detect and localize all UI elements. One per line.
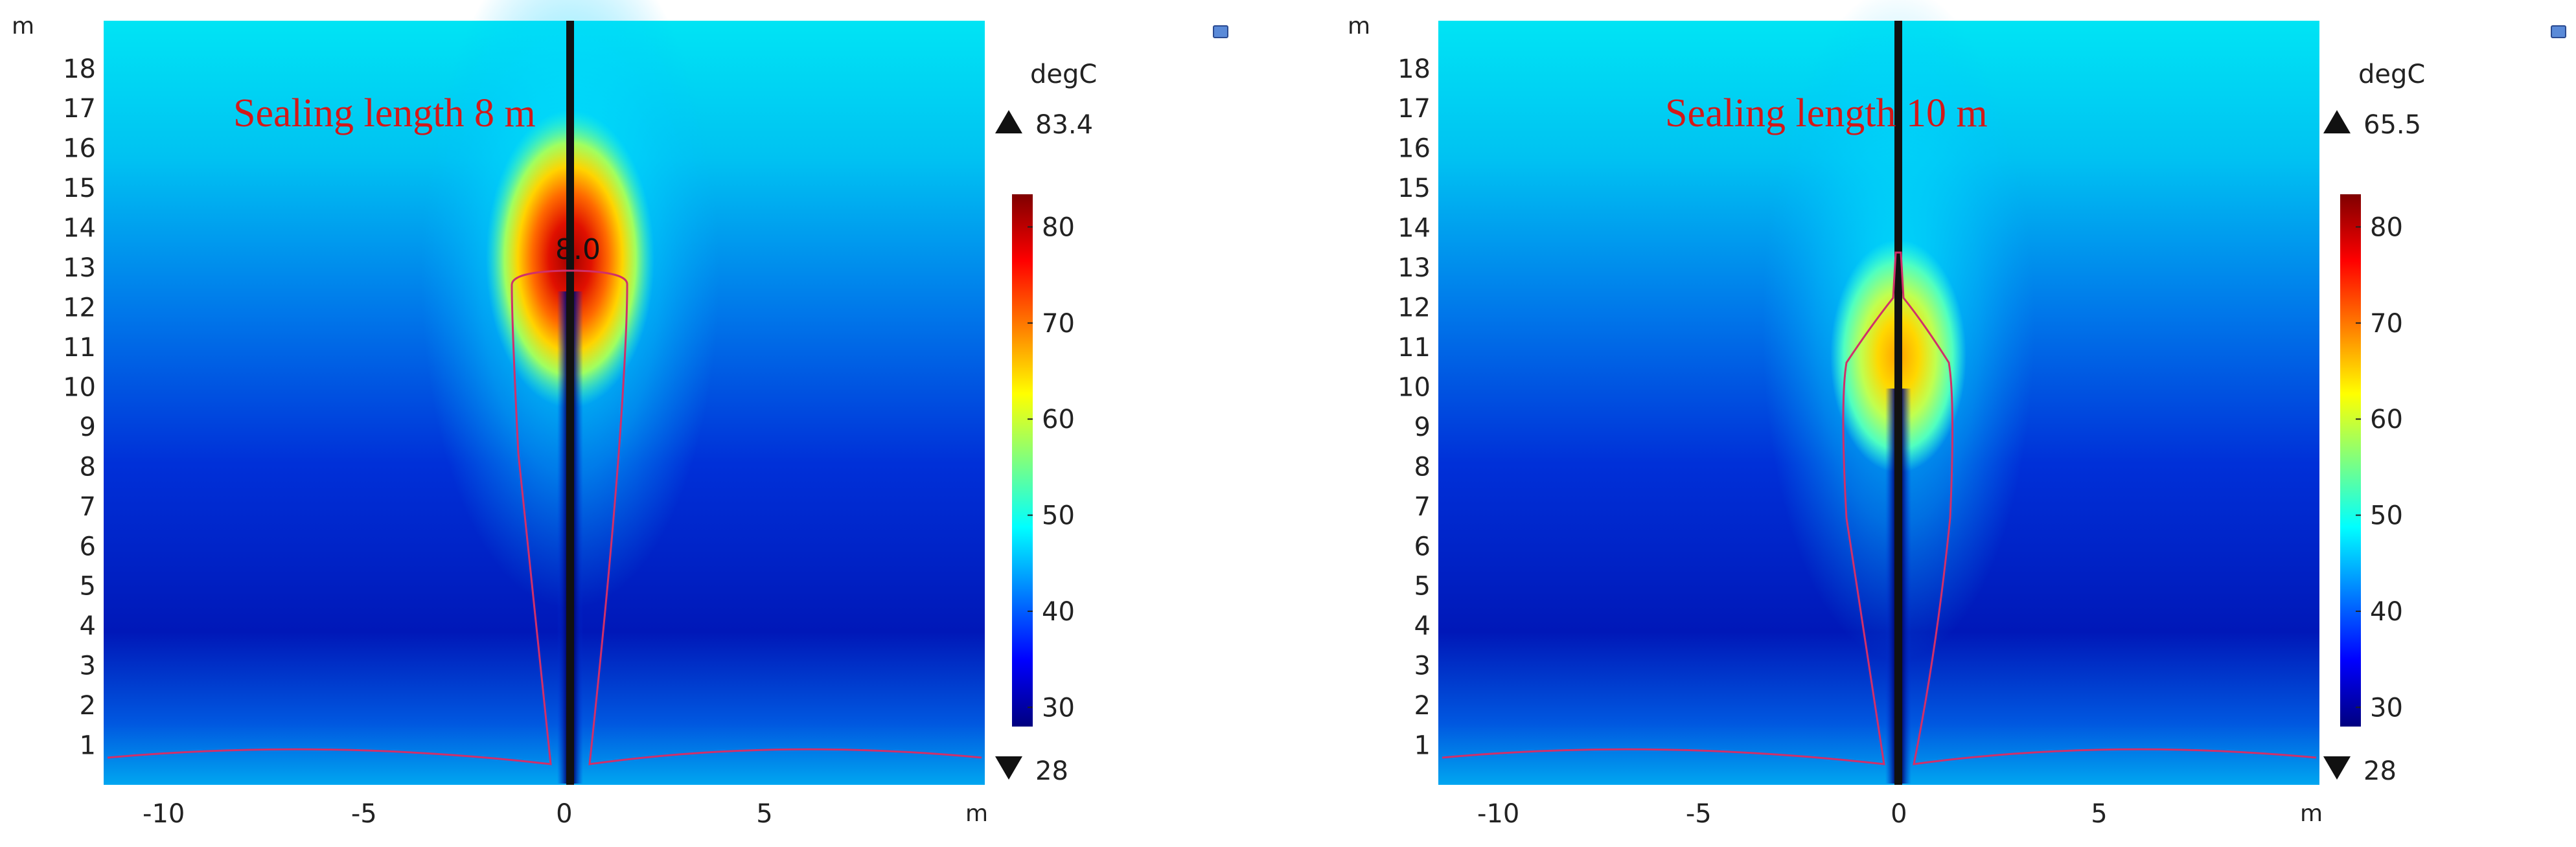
min-arrow-icon [2323,756,2351,780]
min-arrow-icon [995,756,1022,780]
max-arrow-icon [2323,110,2351,133]
y-tick-label: 18 [1397,54,1431,84]
colorbar-min-label: 28 [1035,756,1068,786]
x-axis-unit: m [2300,800,2323,827]
colorbar-tick-label: 50 [2370,501,2403,531]
colorbar [1012,194,1033,727]
colorbar-tick-label: 60 [2370,405,2403,435]
colorbar-tick-label: 40 [2370,597,2403,627]
y-tick-label: 7 [80,492,96,522]
contour-line [1442,251,2317,765]
y-tick-label: 2 [80,691,96,721]
y-tick-label: 5 [80,572,96,602]
y-tick-label: 4 [1414,611,1431,641]
y-axis-unit: m [12,13,34,40]
plot-panel-right: Sealing length 10 m m m 1 2 3 4 5 6 7 8 9 10 11 12 1… [1328,0,2576,844]
y-tick-label: 17 [1397,94,1431,124]
y-tick-label: 12 [63,293,96,323]
y-tick-label: 11 [63,333,96,363]
colorbar-max-label: 83.4 [1035,110,1093,140]
y-tick-label: 14 [63,214,96,243]
y-tick-label: 17 [63,94,96,124]
y-tick-label: 16 [63,134,96,164]
y-tick-label: 12 [1397,293,1431,323]
y-tick-label: 8 [80,452,96,482]
annotation-text: Sealing length 8 m [233,91,536,135]
y-tick-label: 10 [1397,372,1431,402]
y-tick-label: 4 [80,611,96,641]
x-tick-label: -5 [1686,799,1712,829]
colorbar-tick-label: 50 [1042,501,1075,531]
y-tick-label: 6 [80,532,96,561]
y-tick-label: 16 [1397,134,1431,164]
colorbar-tick-label: 70 [1042,309,1075,339]
plot-svg-left: 8.0 Sealing length 8 m m m 1234567891011… [12,0,1228,829]
x-tick-label: 5 [2091,799,2107,829]
x-tick-label: -10 [1477,799,1519,829]
y-tick-label: 13 [1397,253,1431,283]
y-tick-label: 9 [80,412,96,442]
x-tick-label: 0 [1891,799,1907,829]
colorbar-tick-label: 60 [1042,405,1075,435]
y-tick-label: 15 [1397,174,1431,203]
y-tick-label: 8 [1414,452,1431,482]
colorbar-tick-label: 80 [2370,212,2403,242]
y-tick-label: 3 [1414,651,1431,681]
x-tick-label: 5 [756,799,772,829]
window-icon[interactable] [1213,25,1228,38]
y-tick-label: 1 [1414,731,1431,761]
contour-label: 8.0 [555,233,601,266]
window-icon[interactable] [2551,25,2566,38]
y-tick-label: 1 [80,731,96,761]
colorbar [2340,194,2361,727]
x-tick-label: -5 [351,799,377,829]
y-tick-label: 11 [1397,333,1431,363]
y-tick-label: 5 [1414,572,1431,602]
y-tick-label: 2 [1414,691,1431,721]
colorbar-unit: degC [2358,60,2425,89]
colorbar-max-label: 65.5 [2363,110,2421,140]
plot-panel-left: 8.0 Sealing length 8 m m m 1 2 3 4 5 6 7 8 9 10 11… [0,0,1288,844]
colorbar-min-label: 28 [2363,756,2397,786]
colorbar-ticks: 30 40 50 60 70 80 [2356,212,2403,723]
colorbar-tick-label: 30 [1042,693,1075,723]
colorbar-unit: degC [1030,60,1097,89]
x-axis-unit: m [965,800,988,827]
x-tick-labels: -10 -5 0 5 [1477,799,2108,829]
x-tick-label: 0 [556,799,572,829]
annotation-text: Sealing length 10 m [1665,91,1988,135]
y-tick-label: 6 [1414,532,1431,561]
y-tick-label: 7 [1414,492,1431,522]
y-tick-label: 15 [63,174,96,203]
y-tick-label: 3 [80,651,96,681]
x-tick-labels: -10 -5 0 5 [143,799,773,829]
y-axis-unit: m [1348,13,1370,40]
plot-svg-right: Sealing length 10 m m m 1234567891011121… [1348,0,2566,829]
colorbar-tick-label: 30 [2370,693,2403,723]
max-arrow-icon [995,110,1022,133]
y-tick-label: 10 [63,372,96,402]
y-tick-label: 13 [63,253,96,283]
x-tick-label: -10 [143,799,185,829]
y-tick-label: 14 [1397,214,1431,243]
y-tick-label: 9 [1414,412,1431,442]
colorbar-ticks: 30 40 50 60 70 80 [1028,212,1075,723]
colorbar-tick-label: 40 [1042,597,1075,627]
contour-line [107,269,982,765]
colorbar-tick-label: 70 [2370,309,2403,339]
colorbar-tick-label: 80 [1042,212,1075,242]
y-tick-label: 18 [63,54,96,84]
